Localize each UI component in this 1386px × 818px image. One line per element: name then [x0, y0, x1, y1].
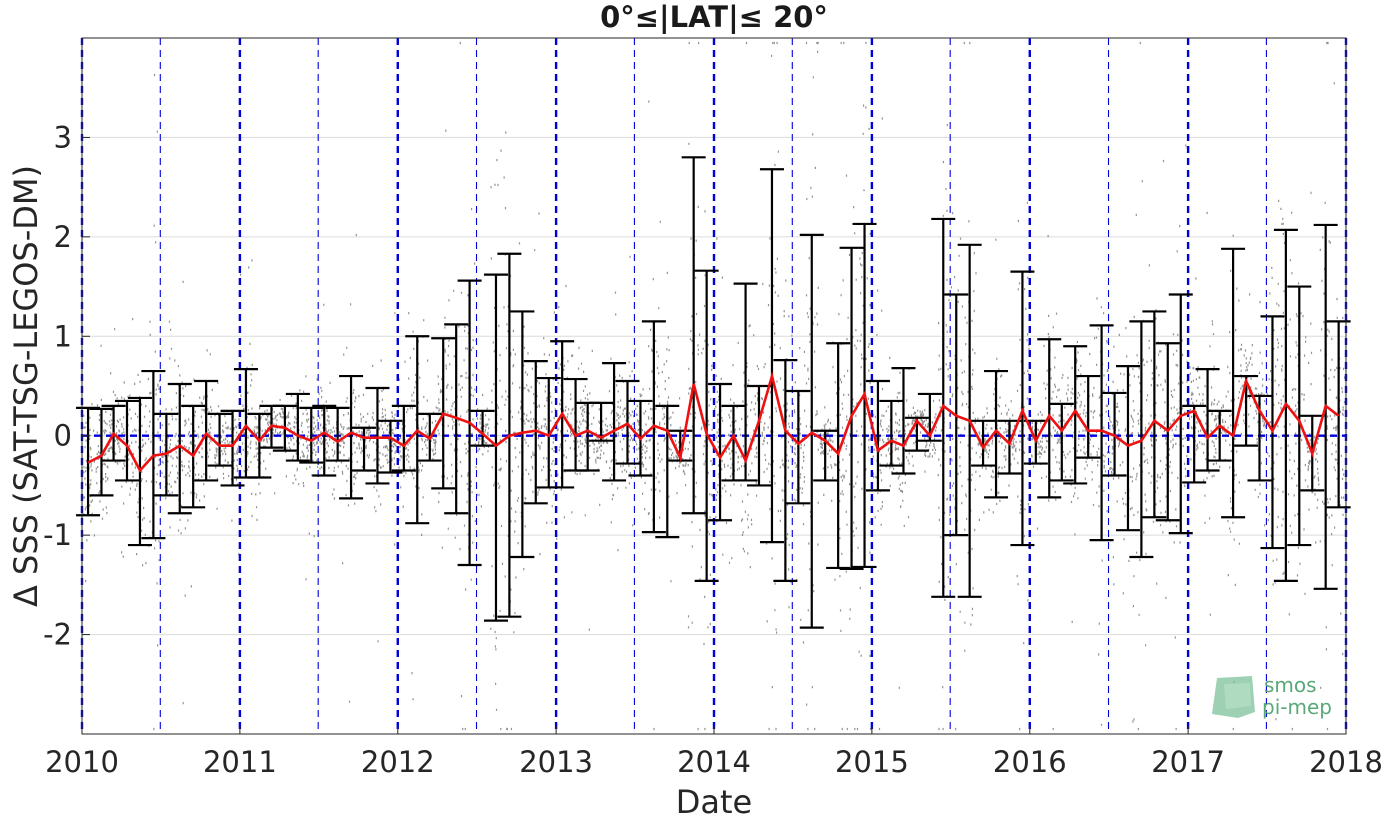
error-bar [1182, 404, 1207, 484]
error-bar [167, 382, 192, 515]
x-tick-label: 2011 [203, 745, 277, 779]
logo-shape-light [1224, 683, 1251, 709]
error-bar [1234, 374, 1259, 447]
error-bar [813, 429, 838, 482]
x-axis-label: Date [676, 783, 752, 818]
error-bar [971, 419, 996, 467]
x-tick-label: 2015 [835, 745, 909, 779]
error-bar [1063, 345, 1088, 485]
error-bar [1102, 391, 1127, 477]
error-bar [339, 374, 364, 500]
error-bar [839, 246, 864, 571]
error-bar [865, 379, 890, 492]
axis-ticks: 2010 2011 2012 2013 2014 2015 2016 2017 2018-2-1… [43, 120, 1383, 779]
error-bar [285, 392, 310, 462]
error-bar [655, 404, 680, 539]
y-tick-label: 3 [54, 120, 72, 154]
error-bar [114, 399, 139, 482]
error-bar [589, 401, 614, 442]
y-tick-label: 2 [54, 220, 72, 254]
error-bar [1287, 285, 1312, 547]
error-bar [1207, 409, 1232, 462]
error-bar [1115, 365, 1140, 532]
x-tick-label: 2016 [993, 745, 1067, 779]
error-bar [523, 360, 548, 505]
error-bar [299, 406, 324, 464]
error-bar [746, 384, 771, 487]
x-tick-label: 2012 [361, 745, 435, 779]
x-tick-label: 2014 [677, 745, 751, 779]
error-bar [891, 367, 916, 475]
error-bar [1089, 324, 1114, 542]
error-bars [76, 156, 1351, 629]
error-bar [312, 404, 337, 477]
error-bar [759, 168, 784, 544]
chart-title: 0°≤|LAT|≤ 20° [600, 0, 828, 34]
error-bar [615, 379, 640, 465]
error-bar [510, 310, 535, 559]
error-bar [207, 412, 232, 467]
error-bar [325, 406, 350, 462]
y-tick-label: -1 [43, 518, 72, 552]
logo-text-pimep: pi-mep [1262, 695, 1332, 719]
x-tick-label: 2017 [1151, 745, 1225, 779]
error-bar [89, 407, 114, 497]
error-bar [1221, 247, 1246, 519]
error-bar [378, 419, 403, 474]
error-bar [879, 399, 904, 467]
error-bar [786, 389, 811, 505]
smos-pimep-logo: smos pi-mep [1212, 673, 1332, 719]
error-bar [602, 362, 627, 482]
y-tick-label: -2 [43, 618, 72, 652]
error-bar [984, 369, 1009, 499]
error-bar [470, 409, 495, 447]
error-bar [365, 386, 390, 485]
error-bar [247, 412, 272, 479]
error-bar [194, 379, 219, 482]
error-bar [733, 282, 758, 482]
mean-line-group [87, 371, 1340, 473]
x-tick-label: 2018 [1309, 745, 1383, 779]
x-tick-label: 2010 [45, 745, 119, 779]
error-bar [681, 156, 706, 515]
y-axis-label: Δ SSS (SAT-TSG-LEGOS-DM) [7, 165, 45, 607]
error-bar [220, 409, 245, 487]
error-bar [1076, 374, 1101, 459]
error-bar [1195, 367, 1220, 472]
error-bar [352, 426, 377, 472]
logo-text-smos: smos [1264, 673, 1317, 697]
error-bar [483, 273, 508, 622]
error-bar [773, 359, 798, 582]
error-bar [694, 269, 719, 582]
error-bar [1049, 402, 1074, 482]
y-tick-label: 1 [54, 319, 72, 353]
error-bar [708, 382, 733, 522]
error-bar [391, 404, 416, 472]
x-tick-label: 2013 [519, 745, 593, 779]
error-bar [1168, 293, 1193, 535]
mean-line [87, 371, 1340, 473]
y-tick-label: 0 [54, 419, 72, 453]
error-bar [1142, 310, 1167, 519]
